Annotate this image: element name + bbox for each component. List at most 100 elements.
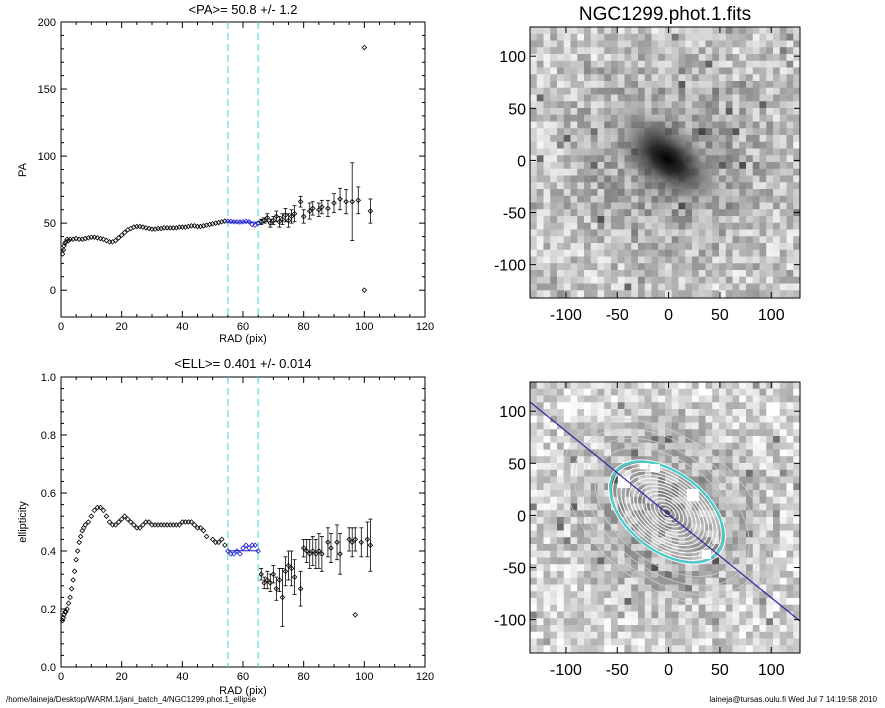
image-pixel: [665, 74, 673, 82]
image-pixel: [651, 54, 659, 62]
contour-pixel: [773, 618, 781, 626]
image-pixel: [685, 270, 693, 278]
contour-pixel: [530, 618, 538, 626]
image-pixel: [543, 209, 551, 217]
outer-contour-ellipse: [573, 428, 761, 596]
ell-point: [80, 525, 87, 531]
contour-pixel: [739, 645, 747, 653]
image-pixel: [712, 236, 720, 244]
contour-pixel: [651, 591, 659, 599]
contour-pixel: [604, 604, 612, 612]
image-pixel: [577, 243, 585, 251]
contour-pixel: [590, 604, 598, 612]
contour-pixel: [611, 625, 619, 633]
contour-pixel: [570, 429, 578, 437]
image-pixel: [692, 209, 700, 217]
contour-pixel: [536, 463, 544, 471]
contour-pixel: [779, 564, 787, 572]
image-pixel: [732, 209, 740, 217]
image-pixel: [624, 182, 632, 190]
contour-pixel: [584, 463, 592, 471]
image-pixel: [563, 74, 571, 82]
image-pixel: [766, 114, 774, 122]
image-pixel: [536, 209, 544, 217]
image-pixel: [698, 74, 706, 82]
image-pixel: [786, 108, 794, 116]
image-pixel: [752, 222, 760, 230]
contour-pixel: [685, 463, 693, 471]
image-pixel: [759, 175, 767, 183]
contour-pixel: [692, 577, 700, 585]
contour-pixel: [712, 469, 720, 477]
image-pixel: [631, 236, 639, 244]
contour-pixel: [584, 604, 592, 612]
image-pixel: [597, 162, 605, 170]
contour-pixel: [543, 409, 551, 417]
image-pixel: [719, 60, 727, 68]
image-pixel: [570, 141, 578, 149]
contour-pixel: [530, 456, 538, 464]
contour-pixel: [584, 510, 592, 518]
contour-pixel: [577, 469, 585, 477]
image-pixel: [786, 81, 794, 89]
contour-pixel: [725, 415, 733, 423]
ell-fit-point: [228, 551, 234, 557]
contour-pixel: [692, 415, 700, 423]
masked-pixel-block: [650, 464, 660, 472]
contour-pixel: [671, 382, 679, 390]
image-pixel: [557, 47, 565, 55]
ell-xtick-label: 80: [298, 671, 310, 683]
contour-pixel: [570, 577, 578, 585]
contour-pixel: [570, 496, 578, 504]
contour-pixel: [692, 550, 700, 558]
image-pixel: [644, 290, 652, 298]
contour-pixel: [651, 523, 659, 531]
ell-error-point: [273, 585, 280, 592]
image-pixel: [577, 94, 585, 102]
image-pixel: [617, 74, 625, 82]
contour-pixel: [550, 571, 558, 579]
image-pixel: [550, 135, 558, 143]
image-pixel: [597, 175, 605, 183]
image-pixel: [671, 290, 679, 298]
image-pixel: [692, 67, 700, 75]
image-pixel: [584, 121, 592, 129]
contour-pixel: [786, 591, 794, 599]
contour-pixel: [651, 571, 659, 579]
contour-pixel: [604, 571, 612, 579]
image-pixel: [793, 195, 800, 203]
image-pixel: [773, 108, 781, 116]
image-pixel: [570, 202, 578, 210]
contour-pixel: [550, 456, 558, 464]
contour-pixel: [665, 571, 673, 579]
image-pixel: [759, 108, 767, 116]
image-pixel: [698, 256, 706, 264]
contour-pixel: [732, 530, 740, 538]
contour-pixel: [739, 382, 747, 390]
contour-pixel: [746, 604, 754, 612]
image-pixel: [712, 33, 720, 41]
image-pixel: [732, 135, 740, 143]
image-pixel: [543, 47, 551, 55]
image-pixel: [698, 54, 706, 62]
image-pixel: [584, 47, 592, 55]
contour-pixel: [530, 503, 538, 511]
pa-point: [215, 219, 222, 226]
contour-pixel: [779, 456, 787, 464]
image-pixel: [719, 256, 727, 264]
contour-pixel: [705, 564, 713, 572]
ell-xlabel: RAD (pix): [219, 685, 267, 697]
contour-pixel: [685, 483, 693, 491]
image-pixel: [543, 135, 551, 143]
image-pixel: [746, 229, 754, 237]
image-pixel: [651, 243, 659, 251]
image-pixel: [739, 141, 747, 149]
image-pixel: [563, 135, 571, 143]
contour-pixel: [550, 469, 558, 477]
contour-pixel: [597, 557, 605, 565]
contour-pixel: [766, 564, 774, 572]
contour-pixel: [543, 456, 551, 464]
image-pixel: [590, 216, 598, 224]
contour-pixel: [759, 388, 767, 396]
